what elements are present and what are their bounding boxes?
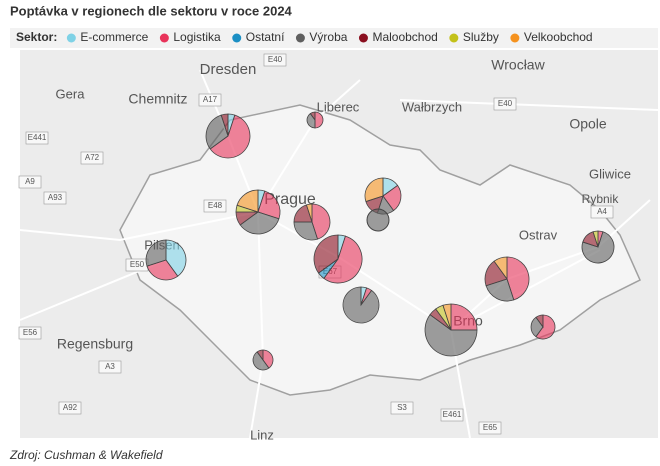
road-label-bg (25, 131, 49, 145)
road-label-bg (18, 326, 42, 340)
road-label: E50 (130, 260, 145, 269)
legend-entry: Velkoobchod (524, 30, 593, 44)
road-label: A92 (63, 403, 78, 412)
map-background (19, 50, 659, 439)
road-label: E441 (28, 133, 47, 142)
pie-slice (236, 189, 259, 213)
legend-entry: Logistika (173, 30, 221, 44)
pie-slice (256, 349, 264, 362)
legend-bg (10, 28, 658, 48)
pie-slice (309, 111, 316, 122)
city-label: Wrocław (491, 57, 545, 73)
legend-entry: Maloobchod (372, 30, 437, 44)
legend-swatch (358, 33, 368, 43)
title: Poptávka v regionech dle sektoru v roce … (10, 3, 293, 18)
legend-entry: Výroba (309, 30, 347, 44)
pie-slice (257, 190, 281, 220)
pie-slice (485, 278, 515, 302)
road-label: A17 (203, 95, 218, 104)
pie-slice (493, 256, 508, 281)
pie-slice (323, 235, 363, 284)
pie-slice (450, 303, 478, 331)
legend-entry: E-commerce (80, 30, 148, 44)
pie-slice (311, 203, 331, 240)
road-label-bg (43, 191, 67, 205)
legend-swatch (66, 33, 76, 43)
pie-slice (342, 286, 380, 324)
pie-slice (239, 211, 280, 235)
road-label: A93 (48, 193, 63, 202)
pies (145, 111, 615, 371)
pie-slice (165, 239, 187, 277)
road-label-bg (493, 97, 517, 111)
legend-swatch (159, 33, 169, 43)
road-label-bg (440, 408, 464, 422)
city-label: Regensburg (57, 336, 133, 352)
road-label-bg (263, 53, 287, 67)
pie-slice (305, 203, 313, 223)
road-label-bg (478, 421, 502, 435)
road-label-bg (58, 401, 82, 415)
pie-slice (535, 314, 556, 340)
road-label-bg (390, 401, 414, 415)
road-label: E48 (208, 201, 223, 210)
pie-slice (535, 314, 544, 329)
road-label: A72 (85, 153, 100, 162)
pie-slice (592, 230, 599, 248)
road-label: A9 (25, 177, 35, 186)
city-label: Liberec (317, 99, 360, 114)
pie-slice (366, 208, 390, 232)
legend-swatch (295, 33, 305, 43)
pie-slice (209, 114, 251, 159)
city-label: Gera (56, 86, 86, 101)
road-label: S3 (397, 403, 407, 412)
pie-slice (146, 259, 179, 281)
legend-swatch (232, 33, 242, 43)
city-label: Rybnik (582, 192, 620, 206)
pie-slice (364, 177, 384, 203)
pie-slice (220, 113, 229, 137)
city-label: Linz (250, 427, 274, 442)
legend-label: Sektor: (16, 30, 57, 44)
pie-slice (262, 349, 274, 369)
road-label: A3 (105, 362, 115, 371)
city-label: Wałbrzych (402, 99, 462, 114)
road-label: E40 (268, 55, 283, 64)
source: Zdroj: Cushman & Wakefield (9, 448, 163, 462)
road-label-bg (198, 93, 222, 107)
pie-slice (313, 234, 339, 274)
pie-slice (205, 114, 229, 150)
road-label-bg (98, 360, 122, 374)
pie-slice (424, 314, 478, 357)
road-label: E56 (23, 328, 38, 337)
road-label: E40 (498, 99, 513, 108)
road-label-bg (203, 199, 227, 213)
road-label: A4 (597, 207, 607, 216)
city-label: Gliwice (589, 166, 631, 181)
city-label: Dresden (200, 61, 257, 78)
city-label: Ostrav (519, 227, 558, 242)
city-label: Chemnitz (128, 91, 187, 107)
city-label: Opole (569, 116, 607, 132)
pie-slice (145, 239, 167, 267)
legend-swatch (449, 33, 459, 43)
pie-slice (252, 351, 270, 371)
pie-slice (314, 111, 324, 129)
road-label-bg (590, 205, 614, 219)
pie-slice (442, 303, 452, 331)
road-label-bg (80, 151, 104, 165)
pie-slice (506, 256, 530, 301)
pie-slice (293, 221, 319, 241)
legend: Sektor: E-commerce Logistika Ostatní Výroba M… (16, 30, 593, 44)
road-label: E65 (483, 423, 498, 432)
legend-swatch (510, 33, 520, 43)
legend-entry: Služby (463, 30, 499, 44)
road-label-bg (18, 175, 42, 189)
legend-entry: Ostatní (246, 30, 285, 44)
road-label: E461 (443, 410, 462, 419)
